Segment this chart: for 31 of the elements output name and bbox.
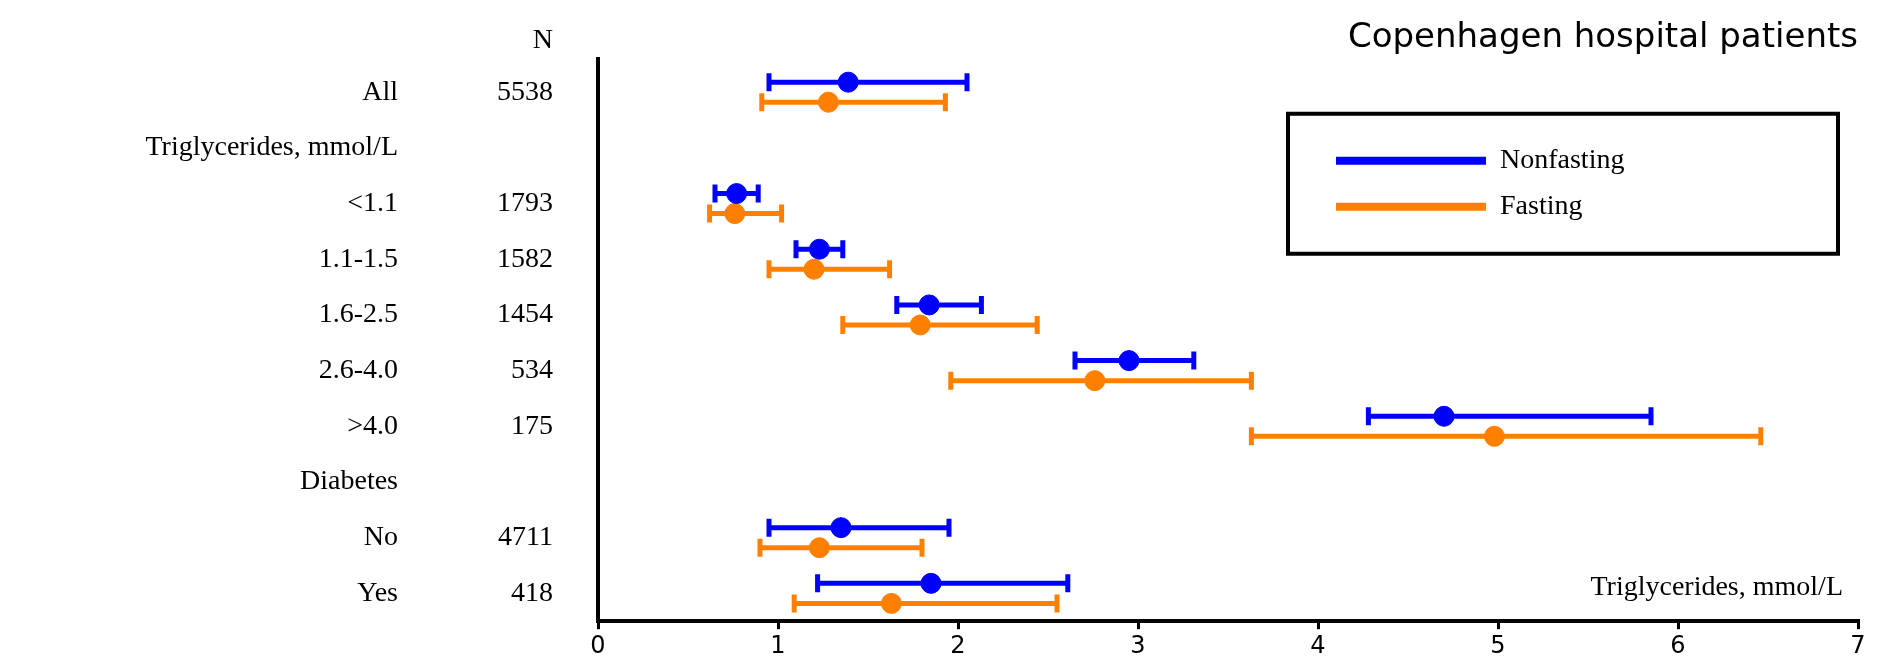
text: Nonfasting bbox=[1500, 143, 1625, 175]
x-tick-label: 3 bbox=[1130, 630, 1146, 659]
x-tick-label: 4 bbox=[1310, 630, 1326, 659]
y-tick-label: Diabetes bbox=[300, 464, 398, 496]
text: N bbox=[532, 23, 553, 55]
text: 1454 bbox=[497, 297, 553, 329]
y-tick-label: No bbox=[363, 520, 398, 552]
x-tick-label: 6 bbox=[1670, 630, 1686, 659]
text: 4711 bbox=[498, 520, 553, 552]
x-axis-title: Triglycerides, mmol/L bbox=[1590, 569, 1843, 601]
text: 1793 bbox=[497, 185, 553, 217]
x-tick-label: 1 bbox=[770, 630, 786, 659]
text: 1582 bbox=[497, 241, 553, 273]
y-tick-label: 1.1-1.5 bbox=[318, 241, 398, 273]
y-tick-label: 1.6-2.5 bbox=[318, 297, 398, 329]
x-tick-label: 0 bbox=[590, 630, 606, 659]
text: 5538 bbox=[497, 74, 553, 106]
y-tick-label: 2.6-4.0 bbox=[318, 352, 398, 384]
text: Fasting bbox=[1500, 189, 1583, 221]
x-tick-label: 7 bbox=[1850, 630, 1866, 659]
chart-title: Copenhagen hospital patients bbox=[1347, 15, 1858, 56]
y-tick-label: Triglycerides, mmol/L bbox=[145, 130, 398, 162]
text: 534 bbox=[511, 352, 553, 384]
y-tick-label: All bbox=[362, 74, 399, 106]
y-tick-label: >4.0 bbox=[347, 408, 398, 440]
x-tick-label: 5 bbox=[1490, 630, 1506, 659]
text: 418 bbox=[511, 575, 553, 607]
y-tick-label: Yes bbox=[357, 575, 398, 607]
y-tick-label: <1.1 bbox=[347, 185, 398, 217]
x-tick-label: 2 bbox=[950, 630, 966, 659]
text: 175 bbox=[511, 408, 553, 440]
